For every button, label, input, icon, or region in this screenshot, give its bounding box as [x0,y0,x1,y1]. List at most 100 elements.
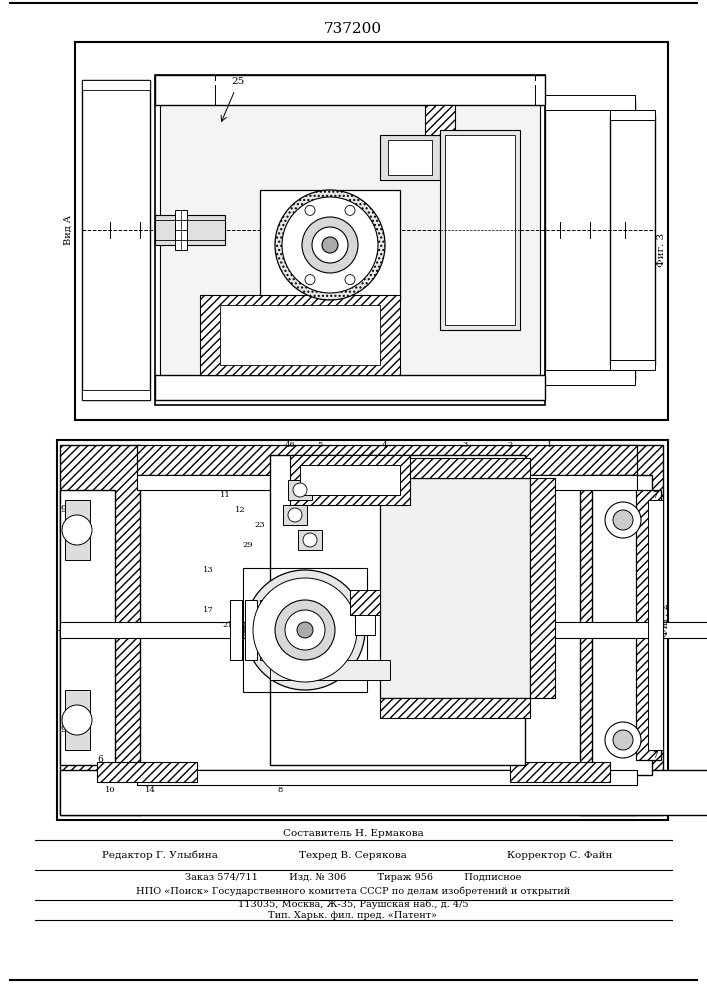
Bar [155,75,545,405]
Bar [388,140,432,175]
Bar [137,445,637,475]
Text: Корректор С. Файн: Корректор С. Файн [508,850,613,859]
Bar [545,370,635,385]
Bar [160,80,540,400]
Text: 10: 10 [105,786,115,794]
Bar [155,375,545,400]
Bar [155,75,545,105]
Text: Фиг. 2: Фиг. 2 [660,603,670,637]
Circle shape [302,217,358,273]
Text: Вид A: Вид A [64,215,73,245]
Bar [82,390,150,400]
Bar [355,615,375,635]
Text: 3: 3 [462,441,468,449]
Bar [137,475,637,490]
Bar [440,130,520,330]
Text: Составитель Н. Ермакова: Составитель Н. Ермакова [283,828,423,838]
Text: НПО «Поиск» Государственного комитета СССР по делам изобретений и открытий: НПО «Поиск» Государственного комитета СС… [136,886,570,896]
FancyBboxPatch shape [75,42,668,420]
Bar [283,505,307,525]
Bar [510,762,610,782]
Circle shape [345,205,355,215]
Text: 6: 6 [657,726,663,734]
Bar [580,445,663,815]
Bar [60,770,707,815]
Circle shape [312,227,348,263]
Text: 19: 19 [380,716,390,724]
Text: 29: 29 [243,541,253,549]
Text: 9: 9 [60,726,66,734]
Bar [425,105,455,135]
Bar [636,490,661,760]
Circle shape [613,510,633,530]
Text: 20: 20 [355,706,366,714]
Bar [592,475,652,775]
Bar [220,305,380,365]
Bar [60,490,115,765]
Text: 12: 12 [235,506,245,514]
Bar [260,190,400,300]
Bar [610,360,655,370]
Bar [175,210,187,250]
Bar [200,295,400,375]
Circle shape [288,508,302,522]
Bar [82,80,150,400]
Bar [380,698,530,718]
Circle shape [305,275,315,285]
Text: 5: 5 [327,726,333,734]
Circle shape [303,533,317,547]
Bar [380,478,530,698]
Text: 7: 7 [657,696,663,704]
Bar [610,115,655,365]
Bar [445,135,515,325]
Text: 7: 7 [652,490,658,499]
Text: Фиг. 3: Фиг. 3 [658,233,667,267]
Text: 14: 14 [144,786,156,794]
Bar [155,215,225,245]
Text: 13: 13 [203,566,214,574]
Bar [545,100,635,380]
Circle shape [293,483,307,497]
Bar [270,660,390,680]
Bar [260,600,272,660]
Bar [60,445,140,815]
Text: 6: 6 [97,756,103,764]
Bar [610,110,655,120]
Bar [137,770,637,785]
Bar [82,80,150,90]
Text: Редактор Г. Улыбина: Редактор Г. Улыбина [102,850,218,860]
Circle shape [605,502,641,538]
Circle shape [62,705,92,735]
Text: 2: 2 [508,441,513,449]
Bar [648,500,663,750]
Bar [230,600,242,660]
Text: 737200: 737200 [324,22,382,36]
Text: 46: 46 [285,441,296,449]
Text: Тип. Харьк. фил. пред. «Патент»: Тип. Харьк. фил. пред. «Патент» [269,910,438,920]
Circle shape [345,275,355,285]
Text: 7: 7 [657,556,663,564]
Circle shape [605,722,641,758]
Text: 8: 8 [277,786,283,794]
Text: 25: 25 [231,78,245,87]
Circle shape [613,730,633,750]
Text: 11: 11 [220,491,230,499]
Bar [545,95,635,110]
Bar [298,530,322,550]
Bar [380,135,440,180]
Bar [60,622,707,638]
Circle shape [282,197,378,293]
Bar [288,480,312,500]
Bar [57,440,668,820]
Bar [245,600,257,660]
Bar [300,465,400,495]
Text: 8: 8 [303,741,308,749]
Bar [270,455,525,765]
Text: 9: 9 [60,506,66,514]
Circle shape [297,622,313,638]
Text: 23: 23 [255,521,265,529]
Text: 4: 4 [382,440,388,450]
Text: 22: 22 [240,621,250,629]
Bar [380,458,530,478]
Circle shape [275,600,335,660]
